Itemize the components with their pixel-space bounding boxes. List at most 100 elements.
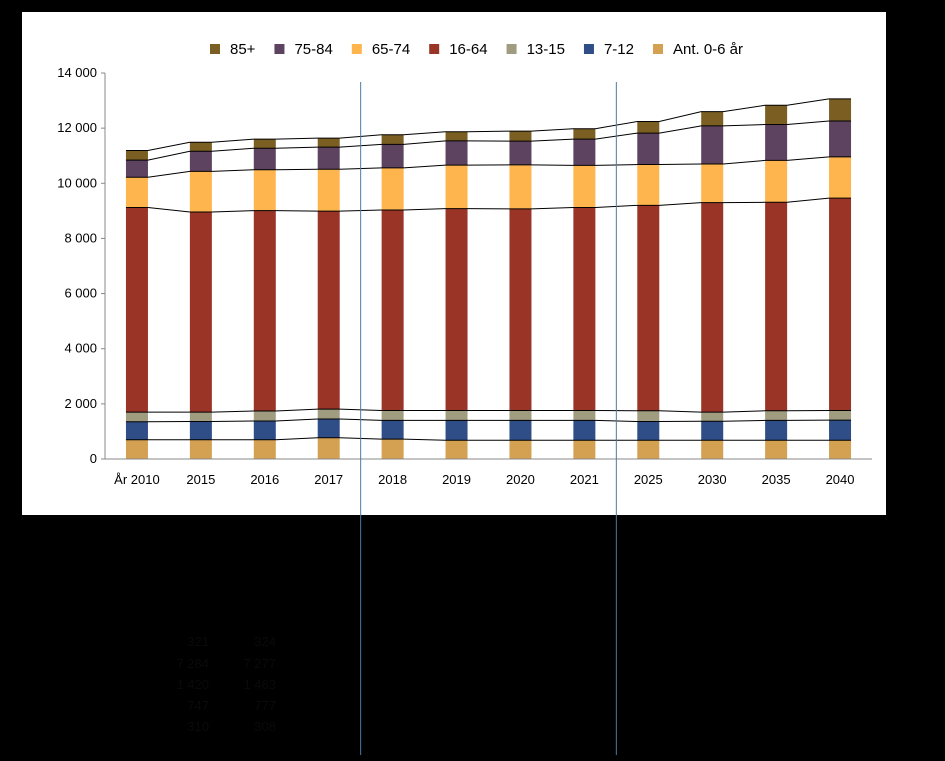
bar-segment-7-12: [317, 419, 340, 438]
cumulative-line-5: [125, 156, 852, 178]
bar-segment-ant-0-6-r: [829, 440, 852, 459]
bar-segment-ant-0-6-r: [445, 440, 468, 459]
legend-label: 7-12: [604, 41, 634, 58]
bar-segment-85-: [637, 121, 660, 134]
background-number: 308: [254, 719, 276, 734]
x-tick-label: 2021: [570, 472, 599, 487]
bar-segment-13-15: [829, 410, 852, 421]
bar-segment-7-12: [445, 420, 468, 441]
bar-segment-65-74: [253, 169, 276, 211]
bar-segment-65-74: [509, 164, 532, 209]
bar-segment-16-64: [125, 207, 148, 413]
bar-segment-65-74: [637, 164, 660, 206]
bar-segment-13-15: [125, 412, 148, 422]
bar-segment-16-64: [637, 205, 660, 411]
bar-segment-75-84: [445, 140, 468, 166]
bar-segment-13-15: [253, 411, 276, 421]
legend-swatch: [583, 44, 594, 54]
bar-segment-13-15: [701, 412, 724, 422]
legend-label: Ant. 0-6 år: [673, 41, 743, 58]
bar-segment-13-15: [765, 410, 788, 421]
x-tick-label: År 2010: [114, 472, 160, 487]
background-number: 7 277: [243, 656, 276, 671]
period-dividers: [360, 82, 617, 755]
bar-segment-ant-0-6-r: [701, 440, 724, 459]
x-tick-label: 2016: [250, 472, 279, 487]
legend-swatch: [506, 44, 517, 54]
background-number: 747: [187, 698, 209, 713]
bar-segment-85-: [509, 131, 532, 142]
legend-swatch: [274, 44, 285, 54]
bar-segment-85-: [189, 142, 212, 152]
cumulative-line-4: [125, 197, 852, 213]
bar-segment-13-15: [509, 410, 532, 421]
y-axis: 0 2 000 4 000 6 000 8 000 10 000 12 000 14 000: [57, 65, 106, 466]
bar-segment-65-74: [765, 160, 788, 203]
bar-segment-7-12: [509, 420, 532, 441]
x-tick-label: 2020: [506, 472, 535, 487]
bar-segment-85-: [381, 134, 404, 145]
legend-label: 75-84: [294, 41, 332, 58]
bar-segment-13-15: [189, 412, 212, 422]
bar-segment-ant-0-6-r: [253, 439, 276, 459]
cumulative-line-6: [125, 120, 852, 161]
bar-segment-65-74: [317, 169, 340, 212]
bar-segment-7-12: [125, 421, 148, 440]
legend-label: 13-15: [527, 41, 565, 58]
cumulative-line-1: [125, 437, 852, 441]
bar-segment-7-12: [765, 420, 788, 441]
bar-segment-65-74: [573, 165, 596, 208]
x-tick-label: 2035: [762, 472, 791, 487]
bar-segment-85-: [253, 139, 276, 149]
bar-segment-65-74: [701, 163, 724, 203]
bar-segment-65-74: [381, 167, 404, 211]
bar-segment-7-12: [829, 420, 852, 441]
legend-label: 16-64: [449, 41, 487, 58]
bar-segment-85-: [445, 131, 468, 141]
bar-segment-85-: [701, 111, 724, 126]
legend-swatch: [652, 44, 663, 54]
bar-segment-65-74: [445, 165, 468, 209]
x-tick-label: 2030: [698, 472, 727, 487]
background-number: 310: [187, 719, 209, 734]
bar-segment-ant-0-6-r: [573, 440, 596, 459]
legend-swatch: [210, 44, 220, 54]
bar-segment-16-64: [317, 211, 340, 410]
y-tick-label: 10 000: [57, 175, 97, 190]
x-axis: År 2010 2015 2016 2017 2018 2019 2020 2021 2025 2…: [105, 458, 872, 487]
y-tick-label: 4 000: [64, 341, 97, 356]
background-numbers: 321 7 284 1 420 747 310 324 7 277 1 463 777 308: [176, 634, 276, 734]
legend-label: 65-74: [372, 41, 410, 58]
bar-segment-75-84: [765, 124, 788, 161]
bar-segment-16-64: [509, 208, 532, 411]
bar-segment-75-84: [637, 133, 660, 165]
y-tick-label: 0: [90, 451, 97, 466]
bar-segment-75-84: [573, 139, 596, 166]
x-tick-label: 2018: [378, 472, 407, 487]
bar-segment-13-15: [445, 410, 468, 421]
bars-layer: [125, 98, 852, 459]
bar-segment-16-64: [829, 198, 852, 411]
bar-segment-13-15: [317, 409, 340, 420]
bar-segment-65-74: [829, 156, 852, 199]
bar-segment-16-64: [765, 202, 788, 411]
bar-segment-7-12: [701, 421, 724, 441]
bar-segment-13-15: [381, 410, 404, 421]
bar-segment-ant-0-6-r: [317, 437, 340, 459]
x-tick-label: 2019: [442, 472, 471, 487]
bar-segment-16-64: [573, 207, 596, 411]
background-number: 1 463: [243, 677, 276, 692]
background-number: 777: [254, 698, 276, 713]
legend-swatch: [351, 44, 362, 54]
bar-segment-7-12: [573, 420, 596, 441]
bar-segment-ant-0-6-r: [189, 439, 212, 459]
bar-segment-85-: [573, 128, 596, 140]
bar-segment-7-12: [189, 421, 212, 440]
bar-segment-16-64: [253, 210, 276, 412]
y-tick-label: 2 000: [64, 396, 97, 411]
legend-label: 85+: [230, 41, 256, 58]
bar-segment-65-74: [189, 171, 212, 212]
bar-segment-ant-0-6-r: [509, 440, 532, 459]
bar-segment-85-: [765, 105, 788, 125]
